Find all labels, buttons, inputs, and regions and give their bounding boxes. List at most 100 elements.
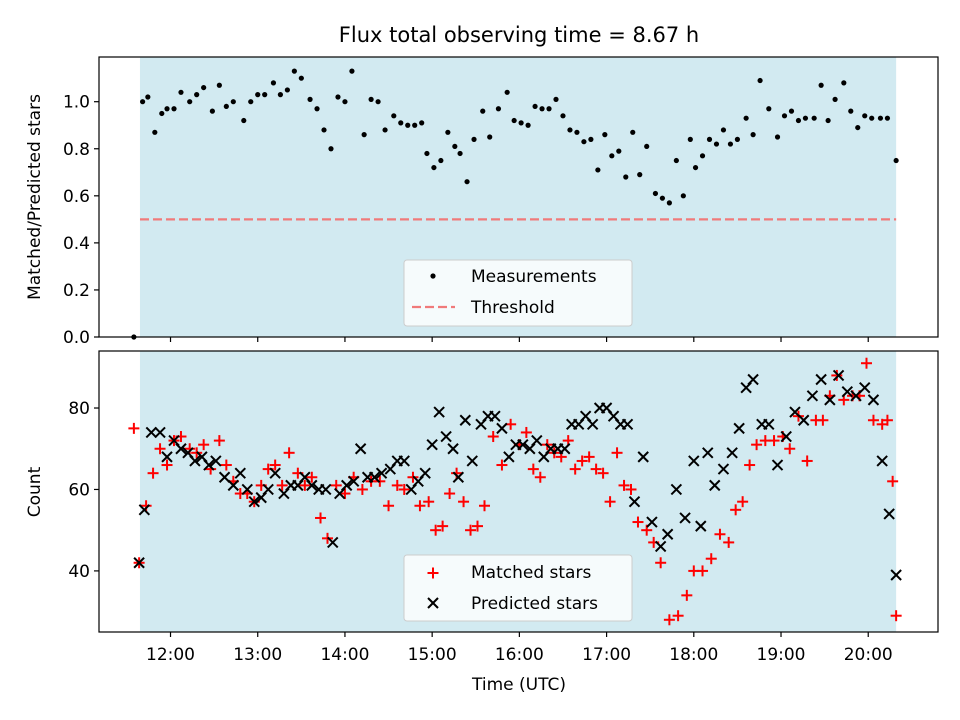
predicted-star-marker xyxy=(517,438,529,451)
matched-star-marker xyxy=(632,516,644,528)
predicted-star-marker xyxy=(654,540,667,553)
matched-star-marker xyxy=(276,479,288,491)
x-tick-label: 18:00 xyxy=(669,645,718,665)
predicted-star-marker xyxy=(320,483,332,496)
measurement-points xyxy=(131,68,899,340)
matched-star-marker xyxy=(801,455,813,467)
measurement-point xyxy=(869,115,875,121)
predicted-star-marker xyxy=(646,516,658,528)
matched-star-marker xyxy=(751,439,763,451)
matched-star-marker xyxy=(590,463,602,475)
matched-star-marker xyxy=(881,414,893,426)
predicted-star-marker xyxy=(559,443,571,455)
measurement-point xyxy=(412,122,418,128)
predicted-star-marker xyxy=(489,410,501,422)
matched-star-marker xyxy=(423,496,435,508)
measurement-point xyxy=(140,99,146,105)
measurement-point xyxy=(361,132,367,138)
measurement-point xyxy=(511,117,517,124)
measurement-point xyxy=(687,136,693,142)
measurement-point xyxy=(307,96,313,102)
measurement-point xyxy=(680,193,686,199)
predicted-star-points xyxy=(133,369,902,581)
measurement-point xyxy=(811,115,817,121)
predicted-star-marker xyxy=(218,471,231,483)
predicted-star-marker xyxy=(234,467,246,479)
matched-star-marker xyxy=(672,610,684,622)
legend-measurements-label: Measurements xyxy=(471,267,597,287)
measurement-point xyxy=(630,129,636,135)
measurement-point xyxy=(766,106,772,112)
measurement-point xyxy=(382,127,388,133)
predicted-star-marker xyxy=(661,528,674,540)
measurement-point xyxy=(262,92,268,98)
measurement-point xyxy=(464,179,470,185)
matched-star-marker xyxy=(604,496,616,508)
predicted-star-marker xyxy=(763,418,775,431)
matched-star-marker xyxy=(414,500,426,512)
predicted-star-marker xyxy=(189,455,201,467)
predicted-star-marker xyxy=(354,443,367,455)
matched-star-marker xyxy=(784,443,796,455)
measurement-point xyxy=(328,146,334,152)
measurement-point xyxy=(734,136,741,142)
matched-star-marker xyxy=(569,463,581,475)
predicted-star-marker xyxy=(440,430,452,443)
measurement-point xyxy=(659,195,666,201)
predicted-star-marker xyxy=(717,463,730,475)
measurement-point xyxy=(644,143,650,150)
measurement-point xyxy=(818,82,824,88)
measurement-point xyxy=(255,92,261,98)
measurement-point xyxy=(471,136,477,142)
measurement-point xyxy=(487,134,493,140)
ratio-y-tick-label: 0.4 xyxy=(63,234,90,254)
legend-predicted-label: Predicted stars xyxy=(471,594,598,614)
measurement-point xyxy=(588,136,594,142)
measurement-point xyxy=(884,115,891,121)
matched-star-marker xyxy=(161,459,173,471)
measurement-point xyxy=(291,68,297,74)
matched-star-marker xyxy=(723,536,735,548)
count-y-tick-label: 60 xyxy=(68,480,90,500)
measurement-point xyxy=(178,89,184,95)
matched-star-marker xyxy=(576,455,588,467)
legend-threshold-label: Threshold xyxy=(470,298,555,318)
measurement-point xyxy=(171,106,177,112)
measurement-point xyxy=(398,120,404,126)
measurement-point xyxy=(855,124,861,131)
measurement-point xyxy=(553,96,559,102)
predicted-star-marker xyxy=(824,394,836,406)
measurement-point xyxy=(314,106,320,112)
measurement-point xyxy=(457,150,463,157)
ratio-legend-box xyxy=(403,259,633,327)
matched-star-marker xyxy=(299,479,311,491)
predicted-star-marker xyxy=(815,373,827,386)
predicted-star-marker xyxy=(841,386,854,398)
predicted-star-marker xyxy=(203,459,215,471)
predicted-star-marker xyxy=(797,414,810,426)
measurement-point xyxy=(713,141,720,147)
matched-star-marker xyxy=(831,369,843,381)
matched-star-marker xyxy=(128,422,140,434)
measurement-point xyxy=(230,99,236,105)
matched-star-marker xyxy=(430,524,442,536)
ratio-axes-frame xyxy=(98,56,939,338)
measurement-point xyxy=(495,106,502,112)
matched-star-marker xyxy=(867,414,879,426)
measurement-point xyxy=(539,106,545,112)
measurement-point xyxy=(480,108,486,114)
predicted-star-marker xyxy=(145,426,158,439)
predicted-star-marker xyxy=(248,495,260,508)
measurement-point xyxy=(504,89,510,95)
matched-star-marker xyxy=(220,459,232,471)
matched-star-marker xyxy=(730,504,742,516)
measurement-point xyxy=(757,77,763,84)
predicted-star-marker xyxy=(419,467,431,479)
matched-star-marker xyxy=(283,447,295,459)
measurement-point xyxy=(848,108,854,114)
matched-star-marker xyxy=(458,496,470,508)
ratio-x-ticks xyxy=(169,337,869,342)
predicted-star-marker xyxy=(806,390,819,402)
measurement-point xyxy=(298,75,304,81)
measurement-point xyxy=(321,127,327,133)
